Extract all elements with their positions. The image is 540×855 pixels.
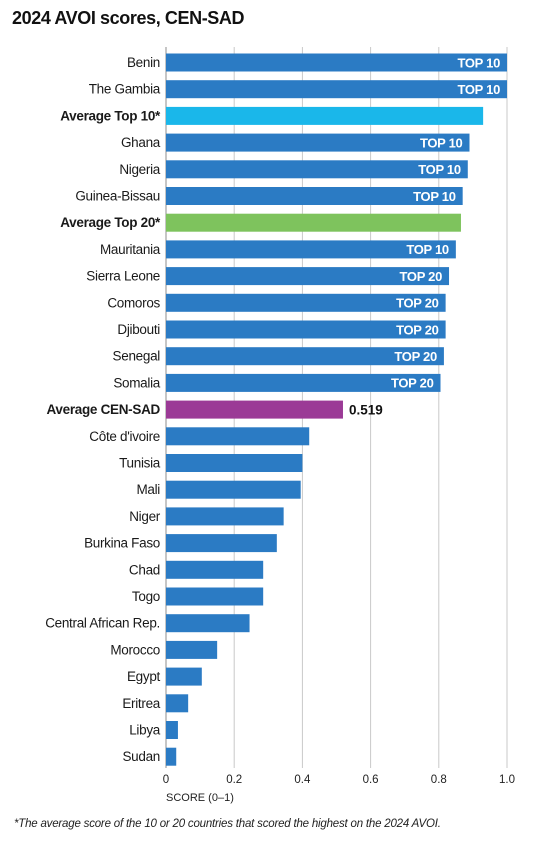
bar	[166, 507, 284, 526]
category-label: Average Top 10*	[60, 108, 161, 123]
bar	[166, 213, 461, 232]
x-tick-label: 0.2	[226, 774, 242, 786]
category-label: Sierra Leone	[86, 269, 160, 284]
bar	[166, 53, 507, 72]
category-label: Chad	[129, 562, 160, 577]
x-tick-label: 1.0	[499, 774, 515, 786]
category-label: Morocco	[110, 642, 160, 657]
category-label: Somalia	[113, 375, 160, 390]
x-tick-label: 0	[163, 774, 169, 786]
bar-tag-label: TOP 20	[396, 296, 439, 311]
category-label: Côte d'ivoire	[89, 429, 160, 444]
category-label: Mauritania	[100, 242, 161, 257]
x-tick-label: 0.8	[431, 774, 447, 786]
bar	[166, 614, 250, 633]
category-label: The Gambia	[89, 82, 161, 97]
bar	[166, 187, 463, 205]
bar-tag-label: TOP 10	[457, 82, 500, 97]
bar	[166, 427, 310, 446]
bar	[166, 293, 446, 312]
category-label: Benin	[127, 55, 160, 70]
bar	[166, 587, 264, 606]
category-label: Eritrea	[122, 696, 160, 711]
category-label: Libya	[129, 723, 161, 738]
bar	[166, 721, 178, 739]
category-label: Average Top 20*	[60, 215, 161, 230]
bar-tag-label: TOP 10	[420, 135, 463, 150]
bar-tag-label: TOP 10	[413, 189, 456, 204]
category-label: Ghana	[121, 135, 161, 150]
category-label: Egypt	[127, 669, 161, 684]
category-label: Comoros	[107, 295, 160, 310]
bar	[166, 133, 470, 152]
bar	[166, 160, 468, 179]
category-label: Burkina Faso	[84, 536, 160, 551]
bar	[166, 694, 189, 713]
x-tick-label: 0.6	[363, 774, 379, 786]
category-label: Djibouti	[117, 322, 160, 337]
bar-tag-label: TOP 20	[391, 376, 434, 391]
bar	[166, 480, 301, 499]
x-axis-label: SCORE (0–1)	[166, 792, 234, 804]
bar	[166, 106, 484, 125]
chart-title: 2024 AVOI scores, CEN-SAD	[12, 8, 245, 28]
x-tick-label: 0.4	[294, 774, 311, 786]
bar	[166, 80, 507, 99]
bar-tag-label: TOP 20	[399, 269, 442, 284]
bar	[166, 240, 456, 259]
bar	[166, 534, 277, 553]
bar-tag-label: TOP 10	[418, 162, 461, 177]
bar	[166, 267, 450, 286]
bar	[166, 747, 177, 766]
bar	[166, 373, 441, 392]
bar	[166, 560, 264, 579]
bar-tag-label: TOP 20	[394, 349, 437, 364]
category-label: Central African Rep.	[45, 616, 160, 631]
bar	[166, 667, 202, 686]
bar	[166, 347, 444, 366]
category-label: Nigeria	[119, 162, 160, 177]
bar	[166, 454, 303, 472]
bar-tag-label: TOP 10	[406, 242, 449, 257]
bar-tag-label: TOP 20	[396, 322, 439, 337]
category-label: Senegal	[113, 349, 161, 364]
bar	[166, 400, 343, 419]
category-label: Niger	[129, 509, 161, 524]
bar	[166, 640, 218, 659]
category-label: Mali	[136, 482, 160, 497]
category-label: Guinea-Bissau	[75, 189, 160, 204]
data-label: 0.519	[349, 402, 383, 417]
category-label: Togo	[132, 589, 160, 604]
bar	[166, 320, 446, 339]
bar-tag-label: TOP 10	[457, 55, 500, 70]
category-label: Sudan	[122, 749, 160, 764]
chart-footnote: *The average score of the 10 or 20 count…	[14, 818, 441, 830]
category-label: Average CEN-SAD	[46, 402, 160, 417]
category-label: Tunisia	[119, 456, 161, 471]
